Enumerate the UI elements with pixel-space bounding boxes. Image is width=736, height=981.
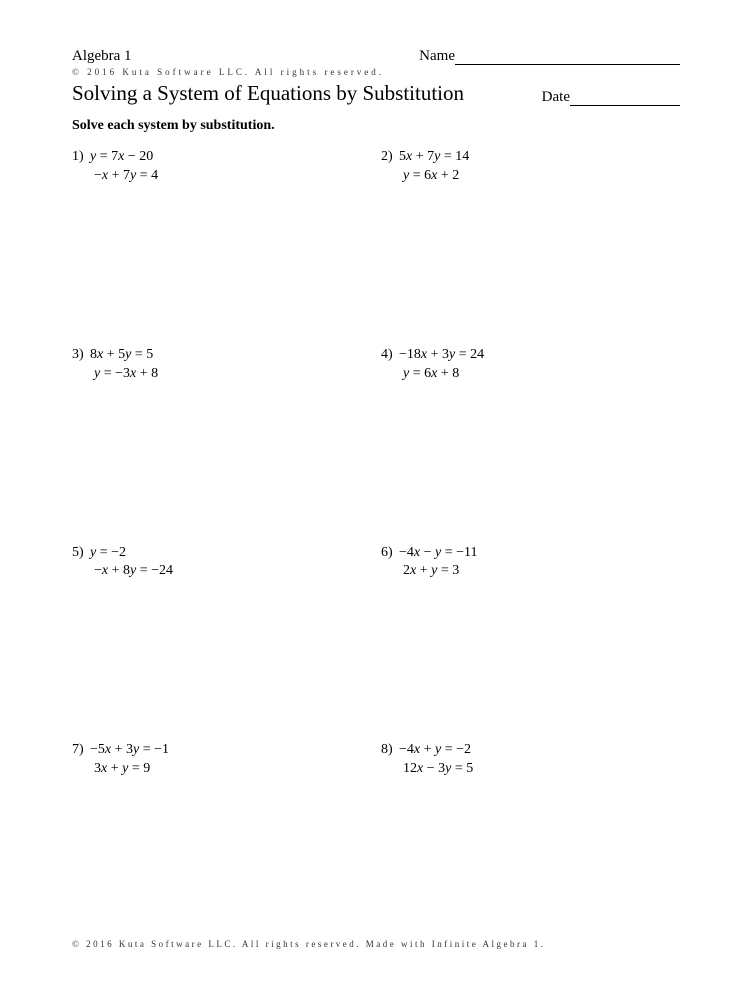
problem-4: 4)−18x + 3y = 24 y = 6x + 8 [381, 346, 680, 384]
header-row: Algebra 1 Name [72, 48, 680, 65]
date-blank-line[interactable] [570, 91, 680, 106]
problem-3: 3)8x + 5y = 5 y = −3x + 8 [72, 346, 371, 384]
problem-2: 2)5x + 7y = 14 y = 6x + 2 [381, 148, 680, 186]
equation-1: 5x + 7y = 14 [399, 149, 469, 164]
equation-2: y = 6x + 8 [381, 365, 680, 384]
footer-copyright: © 2016 Kuta Software LLC. All rights res… [72, 939, 546, 949]
equation-2: −x + 8y = −24 [72, 562, 371, 581]
equation-2: y = 6x + 2 [381, 167, 680, 186]
equation-1: 8x + 5y = 5 [90, 347, 153, 362]
problem-number: 4) [381, 346, 399, 365]
problems-grid: 1)y = 7x − 20 −x + 7y = 4 2)5x + 7y = 14… [72, 148, 680, 779]
problem-1: 1)y = 7x − 20 −x + 7y = 4 [72, 148, 371, 186]
problem-6: 6)−4x − y = −11 2x + y = 3 [381, 544, 680, 582]
equation-2: 3x + y = 9 [72, 760, 371, 779]
name-label: Name [419, 48, 455, 65]
equation-1: −4x + y = −2 [399, 742, 471, 757]
equation-2: 2x + y = 3 [381, 562, 680, 581]
equation-2: 12x − 3y = 5 [381, 760, 680, 779]
problem-8: 8)−4x + y = −2 12x − 3y = 5 [381, 741, 680, 779]
problem-number: 3) [72, 346, 90, 365]
problem-number: 2) [381, 148, 399, 167]
instructions: Solve each system by substitution. [72, 118, 680, 134]
date-field: Date [542, 89, 680, 106]
page-title: Solving a System of Equations by Substit… [72, 81, 464, 106]
copyright-top: © 2016 Kuta Software LLC. All rights res… [72, 67, 680, 77]
problem-5: 5)y = −2 −x + 8y = −24 [72, 544, 371, 582]
name-blank-line[interactable] [455, 50, 680, 65]
problem-number: 8) [381, 741, 399, 760]
equation-1: y = −2 [90, 545, 126, 560]
equation-1: −5x + 3y = −1 [90, 742, 169, 757]
equation-2: y = −3x + 8 [72, 365, 371, 384]
equation-1: y = 7x − 20 [90, 149, 153, 164]
title-row: Solving a System of Equations by Substit… [72, 81, 680, 106]
problem-number: 6) [381, 544, 399, 563]
problem-7: 7)−5x + 3y = −1 3x + y = 9 [72, 741, 371, 779]
equation-1: −4x − y = −11 [399, 545, 478, 560]
problem-number: 5) [72, 544, 90, 563]
equation-2: −x + 7y = 4 [72, 167, 371, 186]
name-field: Name [419, 48, 680, 65]
date-label: Date [542, 89, 570, 106]
problem-number: 7) [72, 741, 90, 760]
problem-number: 1) [72, 148, 90, 167]
course-label: Algebra 1 [72, 48, 132, 65]
equation-1: −18x + 3y = 24 [399, 347, 484, 362]
